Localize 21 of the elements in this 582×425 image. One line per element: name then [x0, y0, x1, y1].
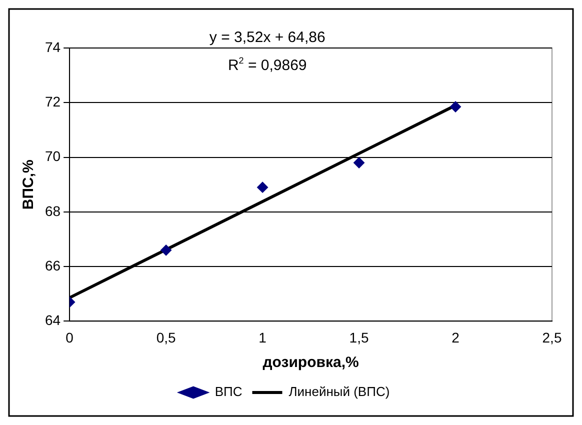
- x-tick-label: 1,5: [349, 329, 369, 346]
- x-tick-label: 2,5: [542, 329, 562, 346]
- y-axis-title: ВПС,%: [20, 160, 38, 210]
- y-tick-label: 64: [44, 312, 61, 328]
- x-tick-label: 1: [258, 329, 267, 346]
- y-tick-label: 74: [44, 38, 61, 55]
- y-tick-label: 72: [44, 94, 61, 110]
- point: [160, 244, 172, 256]
- point: [257, 182, 268, 193]
- point: [450, 101, 462, 112]
- text: y = 3,52x + 64,86: [209, 29, 326, 46]
- y-tick-label: 66: [44, 257, 61, 274]
- x-tick-label: 0: [66, 329, 74, 346]
- legend-label: ВПС: [214, 384, 242, 400]
- legend-label: Линейный (ВПС): [288, 384, 390, 400]
- x-tick-label: 2: [452, 329, 460, 346]
- y-tick-label: 70: [44, 148, 61, 164]
- x-axis-title: дозировка,%: [262, 354, 359, 372]
- point: [354, 157, 365, 168]
- x-tick-label: 0,5: [156, 329, 176, 346]
- y-tick-label: 68: [44, 202, 61, 219]
